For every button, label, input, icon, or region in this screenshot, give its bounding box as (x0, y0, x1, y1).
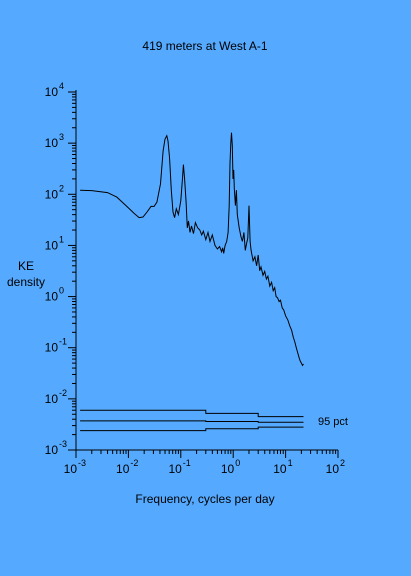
y-tick-label-exponent: -3 (59, 439, 67, 449)
x-tick-label-exponent: -1 (183, 458, 191, 468)
y-tick-label: 10 4 (45, 81, 64, 99)
y-tick-label-exponent: -1 (59, 337, 67, 347)
y-tick-label: 10 3 (45, 132, 64, 150)
spectrum-line (80, 132, 304, 367)
y-tick-label-exponent: 0 (59, 286, 64, 296)
y-tick-label-base: 10 (45, 443, 59, 457)
x-tick-label-base: 10 (116, 462, 130, 476)
y-axis-label-line1: KE (18, 259, 34, 273)
confidence-label: 95 pct (318, 416, 348, 428)
axes-group: 10 -310 -210 -110 010 110 210 310 410 -3 10 -2 10 -1 1… (45, 81, 345, 476)
y-tick-label-exponent: 4 (59, 81, 64, 91)
y-tick-label: 10 -1 (45, 337, 67, 355)
y-tick-label-base: 10 (45, 136, 59, 150)
chart-title: 419 meters at West A-1 (142, 39, 267, 53)
x-tick-label-exponent: 0 (235, 458, 240, 468)
x-tick-label: 10 1 (273, 458, 292, 476)
series-group (80, 132, 304, 367)
x-axis-label: Frequency, cycles per day (135, 492, 274, 506)
y-tick-label-base: 10 (45, 290, 59, 304)
x-tick-label: 10 0 (221, 458, 240, 476)
y-tick-label: 10 -3 (45, 439, 67, 457)
y-tick-label-exponent: 3 (59, 132, 64, 142)
y-tick-label: 10 -2 (45, 388, 67, 406)
y-axis-label-line2: density (7, 275, 45, 289)
y-tick-label: 10 0 (45, 286, 64, 304)
y-tick-label-exponent: -2 (59, 388, 67, 398)
x-tick-label-base: 10 (273, 462, 287, 476)
confidence-lower-line (80, 426, 304, 432)
x-tick-label-exponent: -3 (78, 458, 86, 468)
y-tick-label-base: 10 (45, 187, 59, 201)
y-tick-label-base: 10 (45, 392, 59, 406)
y-tick-label-base: 10 (45, 85, 59, 99)
y-tick-label-base: 10 (45, 341, 59, 355)
y-tick-label-base: 10 (45, 238, 59, 252)
x-tick-label-exponent: 1 (288, 458, 293, 468)
x-tick-label-base: 10 (64, 462, 78, 476)
x-tick-label: 10 -2 (116, 458, 138, 476)
y-tick-label: 10 1 (45, 234, 64, 252)
x-tick-label-exponent: 2 (340, 458, 345, 468)
x-tick-label-base: 10 (221, 462, 235, 476)
x-tick-label-exponent: -2 (130, 458, 138, 468)
x-tick-label: 10 2 (326, 458, 345, 476)
confidence-upper-line (80, 409, 304, 418)
x-tick-label-base: 10 (168, 462, 182, 476)
y-tick-label-exponent: 2 (59, 183, 64, 193)
y-tick-label: 10 2 (45, 183, 64, 201)
x-tick-label-base: 10 (326, 462, 340, 476)
confidence-band-group (80, 409, 304, 432)
x-tick-label: 10 -1 (168, 458, 190, 476)
x-tick-label: 10 -3 (64, 458, 86, 476)
y-tick-label-exponent: 1 (59, 234, 64, 244)
confidence-middle-line (80, 420, 304, 423)
